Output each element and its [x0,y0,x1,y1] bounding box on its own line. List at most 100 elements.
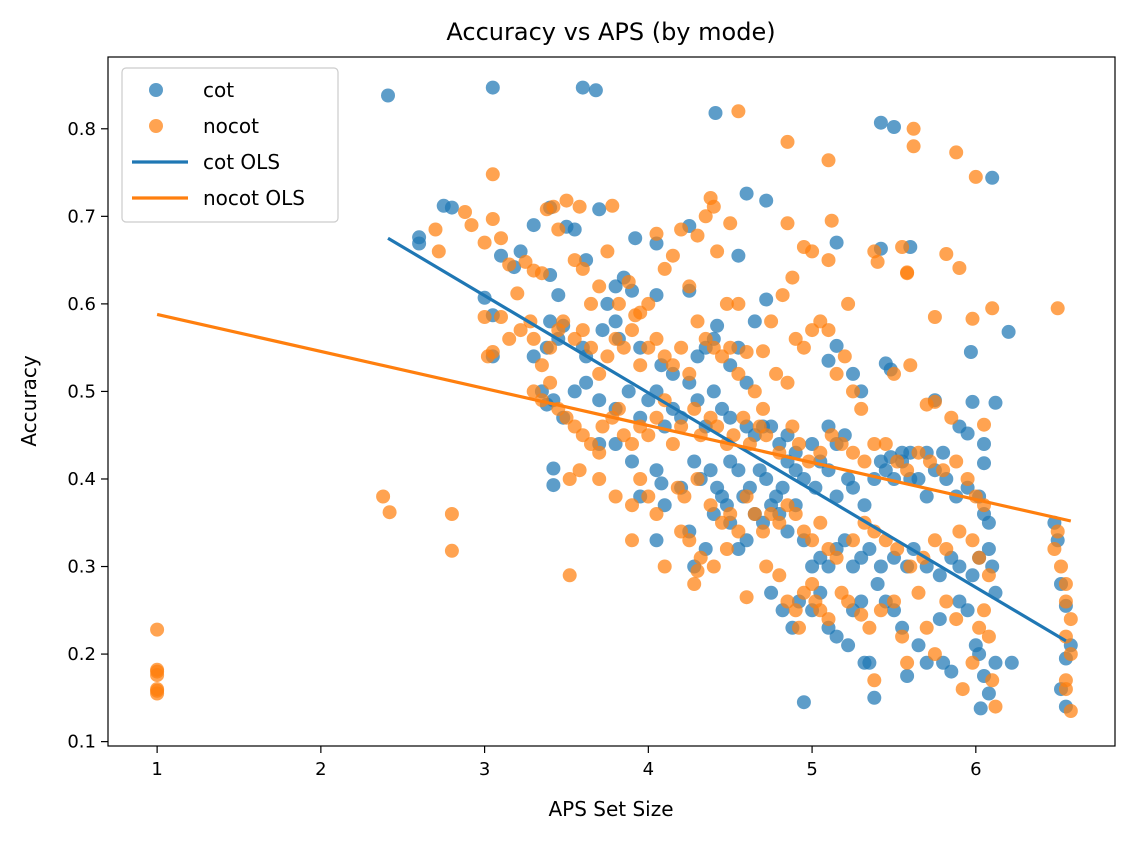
cot-point [870,577,885,591]
x-tick-label: 5 [806,759,817,780]
cot-point [412,230,427,245]
nocot-point [731,296,746,311]
nocot-point [796,585,811,600]
nocot-point [927,394,942,409]
cot-point [759,193,774,208]
nocot-point [710,244,725,259]
nocot-point [911,585,926,600]
nocot-point [376,489,391,504]
cot-point [649,533,664,548]
cot-point [690,349,705,364]
nocot-point [780,216,795,231]
nocot-point [821,612,836,627]
nocot-point [805,244,820,259]
cot-point [494,248,508,263]
legend-label: nocot [203,114,259,138]
nocot-point [1063,647,1078,662]
cot-point [1004,655,1019,670]
nocot-point [927,310,942,324]
cot-point [654,476,669,491]
nocot-point [649,410,664,425]
nocot-point [824,428,839,443]
nocot-point [665,437,680,451]
nocot-point [690,228,705,243]
cot-point [936,655,951,670]
nocot-point [706,559,721,574]
legend-marker-nocot [149,119,163,133]
nocot-point [829,366,844,381]
nocot-point [382,505,397,520]
cot-point [592,202,607,217]
y-tick-label: 0.6 [67,294,96,315]
nocot-point [731,366,746,381]
nocot-point [595,419,610,434]
cot-point [775,480,790,495]
cot-point [780,524,795,539]
nocot-point [965,533,980,548]
cot-point [952,559,967,574]
nocot-point [584,340,598,355]
legend-box [121,67,339,223]
y-tick-label: 0.2 [67,644,96,665]
cot-point [862,655,877,670]
cot-point [919,489,934,504]
nocot-point [805,323,820,338]
nocot-point [431,244,446,259]
nocot-point [911,445,926,460]
nocot-point [723,507,738,521]
nocot-point [906,121,921,136]
nocot-point [821,153,836,168]
nocot-point [513,323,528,338]
nocot-point [592,445,607,460]
nocot-point [693,550,708,565]
cot-point [788,463,803,478]
nocot-point [616,428,631,443]
cot-point [551,288,566,303]
cot-point [960,426,975,441]
nocot-point [747,384,762,399]
cot-point [608,279,623,294]
cot-point [846,559,860,574]
nocot-point [698,209,713,224]
cot-point [981,515,996,530]
nocot-point [556,314,571,329]
cot-point [857,498,872,513]
nocot-point [657,261,672,276]
nocot-point [870,254,885,269]
nocot-point [715,515,729,530]
cot-point [759,292,774,307]
nocot-point [829,550,844,565]
nocot-point [780,594,795,609]
cot-point [567,222,582,237]
cot-point [526,349,541,364]
nocot-point [572,463,587,478]
nocot-point [985,301,1000,316]
cot-point [965,394,980,409]
nocot-point [1058,682,1073,697]
nocot-point [949,454,964,469]
nocot-point [444,507,459,521]
cot-point [854,594,869,609]
nocot-point [1063,612,1078,627]
nocot-point [846,445,860,460]
cot-point [723,358,738,373]
nocot-point [150,668,165,683]
cot-point [546,461,561,476]
cot-point [608,314,623,329]
cot-point [873,115,888,130]
nocot-point [1050,524,1065,539]
cot-point [960,603,975,618]
cot-point [739,533,754,548]
nocot-OLS-line [156,312,1072,523]
nocot-point [677,489,692,504]
nocot-point [485,345,500,359]
x-axis-ticks: 1 2 3 4 5 6 [151,746,982,780]
nocot-point [625,437,639,451]
nocot-point [1047,542,1062,556]
cot-point [829,235,844,250]
nocot-point [821,323,836,338]
legend-label: cot OLS [203,150,280,174]
nocot-point [788,603,803,618]
nocot-point [857,454,872,469]
nocot-point [960,472,975,486]
